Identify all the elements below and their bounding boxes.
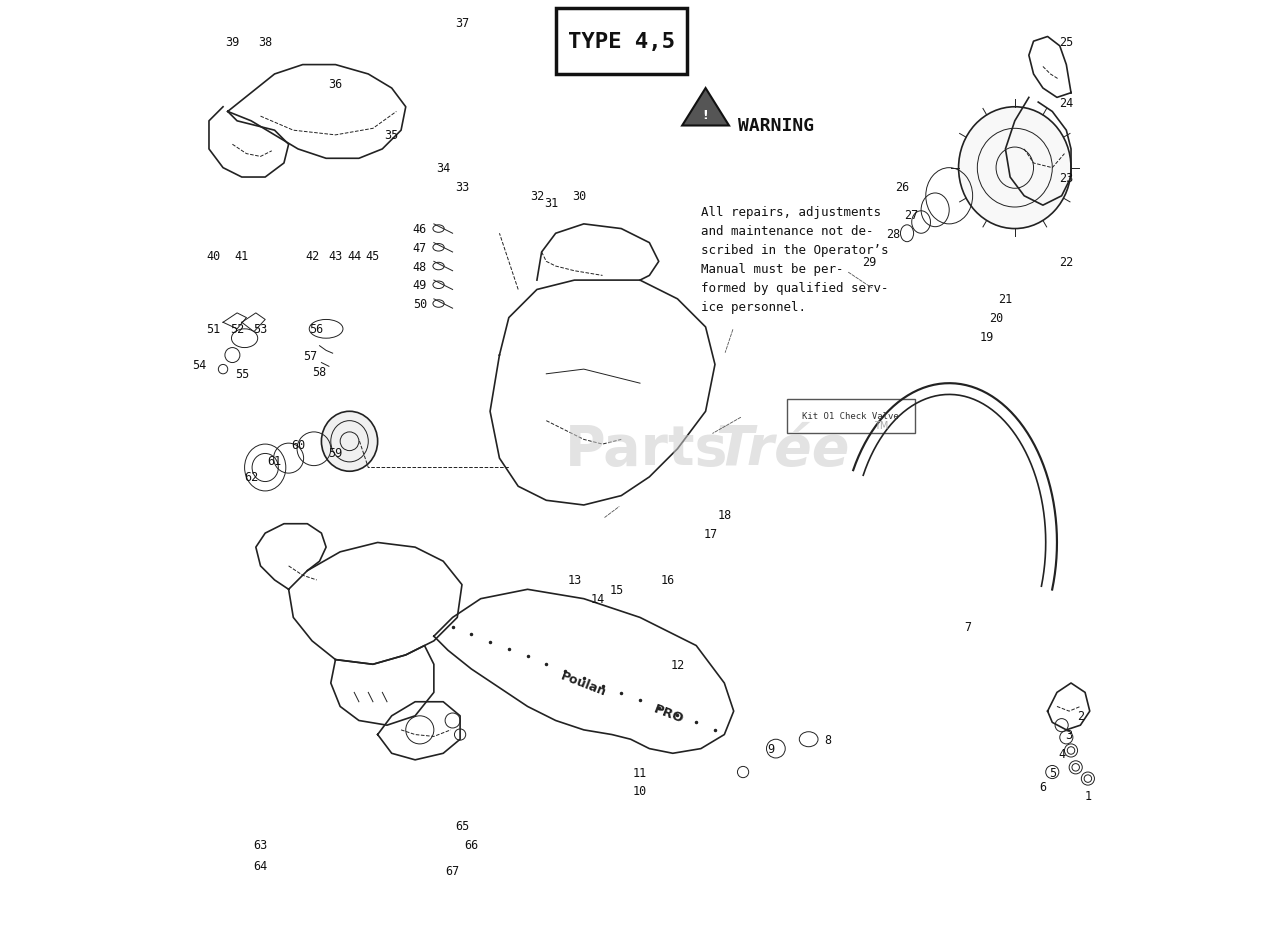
Text: 53: 53 [253, 323, 268, 336]
Text: Trée: Trée [716, 422, 850, 476]
Text: 27: 27 [905, 209, 919, 222]
Text: 8: 8 [824, 733, 831, 746]
Text: 67: 67 [445, 864, 460, 877]
Text: 57: 57 [303, 349, 317, 362]
Text: 14: 14 [590, 592, 605, 606]
Text: 6: 6 [1039, 780, 1047, 793]
FancyBboxPatch shape [787, 400, 914, 433]
Text: 24: 24 [1060, 96, 1074, 110]
Text: 52: 52 [230, 323, 244, 336]
Ellipse shape [321, 412, 378, 472]
Text: Parts: Parts [564, 422, 728, 476]
Text: 38: 38 [259, 36, 273, 49]
Text: 41: 41 [234, 250, 248, 263]
Text: 4: 4 [1059, 747, 1065, 760]
Text: 64: 64 [253, 859, 268, 872]
Text: 45: 45 [366, 250, 380, 263]
Text: 12: 12 [671, 658, 685, 671]
Text: 66: 66 [465, 838, 479, 851]
Text: 1: 1 [1084, 789, 1092, 802]
Text: 40: 40 [206, 250, 220, 263]
Ellipse shape [959, 108, 1071, 229]
Text: TM: TM [874, 421, 888, 431]
Text: 50: 50 [412, 298, 428, 311]
Text: Poulan: Poulan [559, 668, 608, 698]
Text: 23: 23 [1060, 171, 1074, 184]
Text: 35: 35 [384, 129, 399, 142]
Text: 21: 21 [998, 293, 1012, 306]
Text: 42: 42 [305, 250, 319, 263]
Text: 55: 55 [234, 368, 248, 381]
Text: 15: 15 [609, 583, 623, 596]
Text: All repairs, adjustments
and maintenance not de-
scribed in the Operator’s
Manua: All repairs, adjustments and maintenance… [701, 206, 888, 314]
Text: 61: 61 [268, 454, 282, 467]
Text: 9: 9 [768, 742, 774, 755]
Text: 58: 58 [312, 366, 326, 379]
Text: 56: 56 [310, 323, 324, 336]
Text: 43: 43 [329, 250, 343, 263]
Text: 39: 39 [225, 36, 239, 49]
Text: 33: 33 [454, 181, 468, 194]
Polygon shape [682, 89, 730, 126]
Text: 11: 11 [632, 766, 648, 779]
Text: 10: 10 [632, 784, 648, 797]
Text: 60: 60 [291, 438, 305, 451]
Text: 31: 31 [544, 197, 558, 210]
Text: 36: 36 [329, 78, 343, 91]
Text: 65: 65 [454, 819, 468, 832]
Text: 29: 29 [863, 256, 877, 269]
Text: 16: 16 [660, 574, 676, 587]
Text: Kit O1 Check Valve: Kit O1 Check Valve [803, 412, 900, 421]
Text: 54: 54 [192, 358, 207, 372]
Text: 19: 19 [979, 330, 993, 344]
Text: 48: 48 [412, 260, 428, 273]
Text: 46: 46 [412, 223, 428, 236]
Text: 30: 30 [572, 190, 586, 203]
FancyBboxPatch shape [556, 9, 687, 75]
Text: 63: 63 [253, 838, 268, 851]
Text: 47: 47 [412, 241, 428, 255]
Text: PRO: PRO [652, 702, 685, 724]
Text: 51: 51 [206, 323, 220, 336]
Text: 20: 20 [989, 312, 1004, 325]
Text: 18: 18 [717, 508, 731, 521]
Text: 25: 25 [1060, 36, 1074, 49]
Text: 44: 44 [347, 250, 361, 263]
Text: 2: 2 [1076, 709, 1084, 723]
Text: 22: 22 [1060, 256, 1074, 269]
Text: 17: 17 [703, 527, 717, 540]
Text: 5: 5 [1048, 766, 1056, 779]
Text: WARNING: WARNING [739, 117, 814, 136]
Text: 59: 59 [329, 446, 343, 460]
Text: 49: 49 [412, 279, 428, 292]
Text: 37: 37 [454, 17, 468, 30]
Text: 32: 32 [530, 190, 544, 203]
Text: 13: 13 [567, 574, 581, 587]
Text: 34: 34 [436, 162, 451, 175]
Text: TYPE 4,5: TYPE 4,5 [568, 32, 675, 52]
Text: 26: 26 [895, 181, 910, 194]
Text: 7: 7 [964, 621, 972, 634]
Text: 3: 3 [1065, 728, 1073, 741]
Text: 28: 28 [886, 227, 900, 241]
Text: 62: 62 [244, 471, 259, 484]
Text: !: ! [703, 109, 708, 122]
